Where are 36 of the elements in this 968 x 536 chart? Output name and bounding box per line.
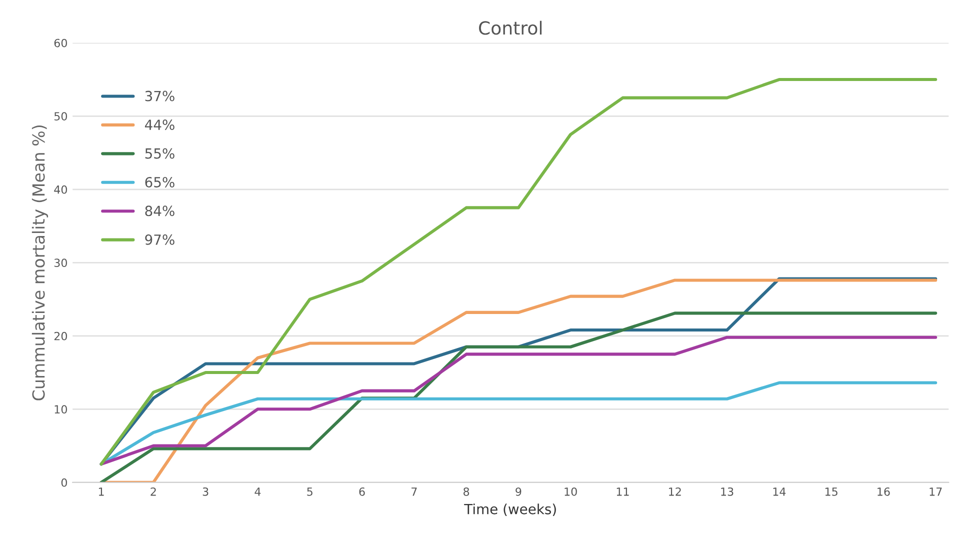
x-tick-label: 15 xyxy=(825,488,838,496)
x-tick-label: 13 xyxy=(721,487,734,496)
y-tick-label: 0 xyxy=(61,478,67,487)
x-axis-title: Time (weeks) xyxy=(464,504,556,516)
chart-title: Control xyxy=(479,20,542,35)
x-tick-label: 9 xyxy=(516,487,522,496)
legend-label: 65% xyxy=(145,176,174,188)
line-series xyxy=(100,312,938,482)
legend-label: 84% xyxy=(145,206,174,216)
legend-label: 97% xyxy=(145,234,174,245)
legend-label: 55% xyxy=(145,148,174,159)
x-tick-label: 10 xyxy=(564,487,577,496)
x-tick-label: 1 xyxy=(98,488,104,496)
line-series xyxy=(100,336,938,466)
y-tick-label: 40 xyxy=(54,185,67,194)
x-tick-label: 8 xyxy=(464,487,470,496)
x-tick-label: 11 xyxy=(616,488,629,496)
x-tick-label: 6 xyxy=(359,487,365,496)
x-tick-label: 4 xyxy=(254,488,261,496)
x-tick-label: 3 xyxy=(202,487,208,496)
x-tick-label: 2 xyxy=(150,487,156,496)
y-tick-label: 20 xyxy=(54,332,67,340)
y-tick-label: 10 xyxy=(54,405,67,414)
y-tick-label: 30 xyxy=(54,258,67,268)
y-tick-label: 50 xyxy=(54,112,67,121)
x-tick-label: 12 xyxy=(669,487,681,496)
line-series xyxy=(100,78,938,466)
x-tick-label: 14 xyxy=(773,488,786,496)
x-tick-label: 5 xyxy=(307,488,312,496)
legend-label: 44% xyxy=(144,120,174,130)
y-tick-label: 60 xyxy=(54,38,67,48)
legend-label: 37% xyxy=(145,90,174,102)
x-tick-label: 17 xyxy=(930,488,942,496)
x-tick-label: 7 xyxy=(412,488,417,496)
y-axis-title: Cummulative mortality (Mean %) xyxy=(32,125,48,400)
x-tick-label: 16 xyxy=(878,487,890,496)
